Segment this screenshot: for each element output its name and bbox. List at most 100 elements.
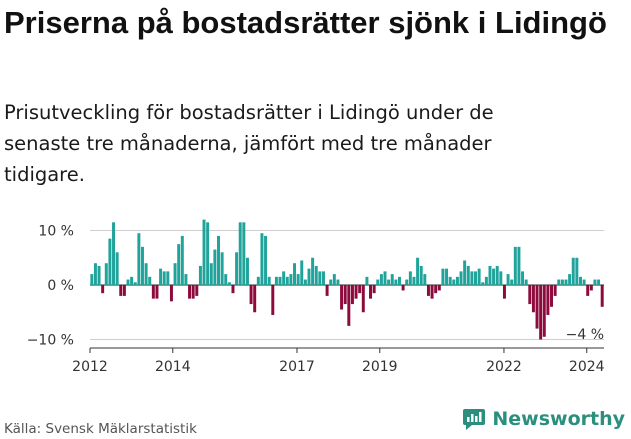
bar (90, 274, 94, 285)
bar (434, 285, 438, 294)
chart-title: Priserna på bostadsrätter sjönk i Liding… (4, 5, 607, 40)
bar (350, 285, 354, 305)
newsworthy-logo-icon (463, 409, 486, 430)
x-tick-label: 2014 (155, 359, 191, 375)
last-value-label: −4 % (566, 327, 604, 343)
bar (528, 285, 532, 305)
bar (481, 282, 485, 285)
bar (445, 268, 449, 285)
bar (202, 219, 206, 285)
bar (282, 271, 286, 286)
bar (198, 265, 202, 285)
bar (394, 279, 398, 285)
bar (593, 279, 597, 285)
bar (535, 285, 539, 329)
bar (256, 276, 260, 285)
bar (144, 263, 148, 285)
bar (379, 274, 383, 285)
bar (249, 285, 253, 305)
brand-name: Newsworthy (492, 408, 625, 430)
bar (358, 285, 362, 294)
bar (387, 279, 391, 285)
bar (115, 252, 119, 285)
x-tick-label: 2019 (362, 359, 398, 375)
bar (502, 285, 506, 299)
bar (300, 260, 304, 285)
bar (340, 285, 344, 310)
bar (488, 265, 492, 285)
y-tick-label: −10 % (27, 333, 74, 349)
bar (260, 233, 264, 285)
bar (390, 274, 394, 285)
bar (336, 279, 340, 285)
bar (173, 263, 177, 285)
bar (209, 263, 213, 285)
y-tick-label: 10 % (38, 224, 74, 240)
bar (466, 265, 470, 285)
bar (264, 235, 268, 285)
bar (517, 246, 521, 285)
bar (184, 274, 188, 285)
bar (245, 257, 249, 285)
bar (314, 265, 318, 285)
bar (423, 274, 427, 285)
bar (513, 246, 517, 285)
bar (492, 268, 496, 285)
bar (235, 252, 239, 285)
bar (343, 285, 347, 305)
bar (325, 285, 329, 296)
bar (166, 271, 170, 286)
bar (267, 276, 271, 285)
bar (321, 271, 325, 286)
bar (191, 285, 195, 299)
bar-layer (90, 219, 604, 340)
bar (354, 285, 358, 299)
bar (104, 263, 108, 285)
bar (405, 279, 409, 285)
bar (133, 282, 137, 285)
bar (539, 285, 543, 340)
bar (412, 276, 416, 285)
bar (177, 244, 181, 286)
bar (361, 285, 365, 313)
bar (217, 235, 220, 285)
bar (137, 233, 141, 285)
bar (546, 285, 550, 315)
x-tick-label: 2022 (486, 359, 522, 375)
bar (448, 276, 452, 285)
bar (112, 222, 116, 285)
bar (521, 271, 525, 286)
bar (474, 271, 477, 286)
bar (151, 285, 155, 299)
bar (141, 246, 144, 285)
bar (318, 271, 322, 286)
bar (227, 282, 231, 285)
bar (93, 263, 97, 285)
bar (408, 271, 412, 286)
bar (557, 279, 561, 285)
bar (126, 279, 130, 285)
bar (188, 285, 192, 299)
bar (477, 268, 481, 285)
bar (564, 279, 568, 285)
bar (571, 257, 575, 285)
x-tick-label: 2024 (569, 359, 605, 375)
bar (122, 285, 126, 296)
bar (332, 274, 336, 285)
bar (419, 265, 423, 285)
bar (430, 285, 434, 299)
bar (242, 222, 246, 285)
y-tick-label: 0 % (47, 278, 74, 294)
x-tick-label: 2017 (279, 359, 315, 375)
bar (470, 271, 474, 286)
chart-subtitle: Prisutveckling för bostadsrätter i Lidin… (4, 101, 494, 186)
bar (550, 285, 553, 307)
bar (213, 249, 217, 285)
bar (155, 285, 159, 299)
bar (416, 257, 420, 285)
bar (441, 268, 445, 285)
bar (289, 274, 293, 285)
bar (495, 265, 499, 285)
bar (560, 279, 564, 285)
brand-logo: Newsworthy (462, 407, 625, 431)
